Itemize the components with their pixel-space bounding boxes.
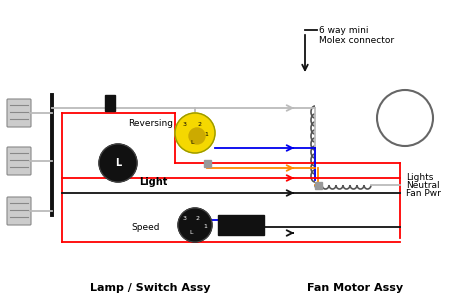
- Text: Lamp / Switch Assy: Lamp / Switch Assy: [90, 283, 210, 293]
- Text: 2: 2: [197, 122, 201, 127]
- Text: Fan Pwr: Fan Pwr: [406, 188, 441, 197]
- FancyBboxPatch shape: [7, 99, 31, 127]
- FancyBboxPatch shape: [7, 147, 31, 175]
- Circle shape: [175, 113, 215, 153]
- Text: Speed: Speed: [132, 224, 160, 232]
- Text: Fan Motor Assy: Fan Motor Assy: [307, 283, 403, 293]
- Text: 6 way mini
Molex connector: 6 way mini Molex connector: [319, 26, 394, 45]
- Text: Reversing: Reversing: [128, 118, 173, 127]
- Bar: [105, 95, 115, 111]
- FancyBboxPatch shape: [7, 197, 31, 225]
- Bar: [218, 215, 264, 235]
- Text: Lights: Lights: [406, 173, 433, 182]
- Text: Light: Light: [139, 177, 167, 187]
- Circle shape: [178, 208, 212, 242]
- Text: L: L: [190, 140, 194, 146]
- Text: 1: 1: [203, 224, 207, 229]
- Text: 3: 3: [183, 122, 187, 127]
- Circle shape: [189, 128, 205, 144]
- Text: 2: 2: [195, 215, 199, 220]
- Text: Neutral: Neutral: [406, 181, 440, 190]
- Text: 1: 1: [204, 131, 208, 136]
- Text: 3: 3: [183, 215, 187, 220]
- Text: L: L: [115, 158, 121, 168]
- Bar: [315, 182, 322, 188]
- Bar: [203, 160, 211, 167]
- Circle shape: [99, 144, 137, 182]
- Text: L: L: [189, 230, 193, 235]
